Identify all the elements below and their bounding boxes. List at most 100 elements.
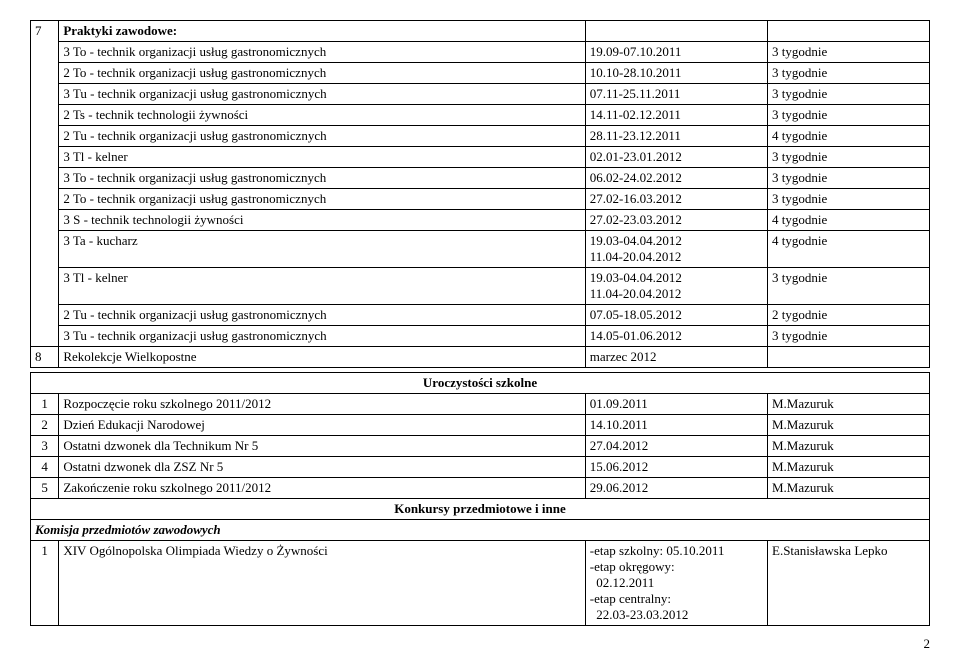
rekolekcje-row: 8Rekolekcje Wielkopostnemarzec 2012	[31, 347, 930, 368]
practice-date: 14.11-02.12.2011	[585, 105, 767, 126]
event-name: Rozpoczęcie roku szkolnego 2011/2012	[59, 394, 585, 415]
uroczystosci-row: 2Dzień Edukacji Narodowej14.10.2011M.Maz…	[31, 415, 930, 436]
rekolekcje-name: Rekolekcje Wielkopostne	[59, 347, 585, 368]
event-name: Zakończenie roku szkolnego 2011/2012	[59, 478, 585, 499]
practice-duration: 3 tygodnie	[768, 189, 930, 210]
uroczystosci-row: 3Ostatni dzwonek dla Technikum Nr 527.04…	[31, 436, 930, 457]
praktyki-row: 2 Tu - technik organizacji usług gastron…	[31, 305, 930, 326]
komisja-subheader-row: Komisja przedmiotów zawodowych	[31, 520, 930, 541]
rekolekcje-date: marzec 2012	[585, 347, 767, 368]
praktyki-row: 3 To - technik organizacji usług gastron…	[31, 168, 930, 189]
practice-name: 3 Tl - kelner	[59, 268, 585, 305]
practice-name: 3 Tu - technik organizacji usług gastron…	[59, 84, 585, 105]
event-name: Ostatni dzwonek dla ZSZ Nr 5	[59, 457, 585, 478]
row-number: 3	[31, 436, 59, 457]
row-number: 7	[31, 21, 59, 347]
practice-date: 10.10-28.10.2011	[585, 63, 767, 84]
practice-duration: 4 tygodnie	[768, 126, 930, 147]
uroczystosci-row: 5Zakończenie roku szkolnego 2011/201229.…	[31, 478, 930, 499]
page-number: 2	[30, 636, 930, 652]
praktyki-row: 3 Tu - technik organizacji usług gastron…	[31, 326, 930, 347]
practice-name: 3 Ta - kucharz	[59, 231, 585, 268]
practice-duration: 3 tygodnie	[768, 63, 930, 84]
praktyki-row: 2 To - technik organizacji usług gastron…	[31, 63, 930, 84]
event-person: M.Mazuruk	[768, 478, 930, 499]
practice-duration: 3 tygodnie	[768, 84, 930, 105]
event-person: M.Mazuruk	[768, 415, 930, 436]
event-date: 14.10.2011	[585, 415, 767, 436]
practice-date: 19.03-04.04.201211.04-20.04.2012	[585, 231, 767, 268]
practice-name: 3 To - technik organizacji usług gastron…	[59, 168, 585, 189]
event-date: 15.06.2012	[585, 457, 767, 478]
practice-date: 27.02-23.03.2012	[585, 210, 767, 231]
practice-date: 14.05-01.06.2012	[585, 326, 767, 347]
practice-date: 07.11-25.11.2011	[585, 84, 767, 105]
practice-name: 2 Tu - technik organizacji usług gastron…	[59, 126, 585, 147]
practice-name: 3 Tu - technik organizacji usług gastron…	[59, 326, 585, 347]
praktyki-row: 3 To - technik organizacji usług gastron…	[31, 42, 930, 63]
practice-name: 2 To - technik organizacji usług gastron…	[59, 189, 585, 210]
practice-duration: 4 tygodnie	[768, 210, 930, 231]
praktyki-row: 3 S - technik technologii żywności27.02-…	[31, 210, 930, 231]
event-date: 01.09.2011	[585, 394, 767, 415]
practice-name: 2 Tu - technik organizacji usług gastron…	[59, 305, 585, 326]
practice-date: 19.09-07.10.2011	[585, 42, 767, 63]
komisja-subheader: Komisja przedmiotów zawodowych	[31, 520, 930, 541]
contest-name: XIV Ogólnopolska Olimpiada Wiedzy o Żywn…	[59, 541, 585, 626]
event-name: Ostatni dzwonek dla Technikum Nr 5	[59, 436, 585, 457]
practice-duration: 2 tygodnie	[768, 305, 930, 326]
praktyki-row: 3 Tl - kelner19.03-04.04.201211.04-20.04…	[31, 268, 930, 305]
practice-name: 3 To - technik organizacji usług gastron…	[59, 42, 585, 63]
practice-date: 28.11-23.12.2011	[585, 126, 767, 147]
practice-duration: 3 tygodnie	[768, 105, 930, 126]
row-number: 1	[31, 541, 59, 626]
practice-name: 2 Ts - technik technologii żywności	[59, 105, 585, 126]
event-date: 27.04.2012	[585, 436, 767, 457]
document-table: 7Praktyki zawodowe:3 To - technik organi…	[30, 20, 930, 626]
contest-person: E.Stanisławska Lepko	[768, 541, 930, 626]
section-header-row: Konkursy przedmiotowe i inne	[31, 499, 930, 520]
practice-date: 02.01-23.01.2012	[585, 147, 767, 168]
empty-cell	[768, 347, 930, 368]
event-person: M.Mazuruk	[768, 457, 930, 478]
praktyki-row: 3 Ta - kucharz19.03-04.04.201211.04-20.0…	[31, 231, 930, 268]
practice-duration: 3 tygodnie	[768, 42, 930, 63]
empty-cell	[585, 21, 767, 42]
konkursy-header: Konkursy przedmiotowe i inne	[31, 499, 930, 520]
praktyki-row: 2 Tu - technik organizacji usług gastron…	[31, 126, 930, 147]
row-number: 8	[31, 347, 59, 368]
practice-name: 3 S - technik technologii żywności	[59, 210, 585, 231]
practice-duration: 4 tygodnie	[768, 231, 930, 268]
uroczystosci-row: 4Ostatni dzwonek dla ZSZ Nr 515.06.2012M…	[31, 457, 930, 478]
practice-date: 19.03-04.04.201211.04-20.04.2012	[585, 268, 767, 305]
practice-name: 2 To - technik organizacji usług gastron…	[59, 63, 585, 84]
practice-name: 3 Tl - kelner	[59, 147, 585, 168]
row-number: 1	[31, 394, 59, 415]
event-person: M.Mazuruk	[768, 436, 930, 457]
praktyki-row: 3 Tl - kelner02.01-23.01.20123 tygodnie	[31, 147, 930, 168]
practice-duration: 3 tygodnie	[768, 268, 930, 305]
section-title: Praktyki zawodowe:	[59, 21, 585, 42]
row-number: 5	[31, 478, 59, 499]
empty-cell	[768, 21, 930, 42]
row-number: 2	[31, 415, 59, 436]
row-number: 4	[31, 457, 59, 478]
practice-duration: 3 tygodnie	[768, 147, 930, 168]
practice-date: 07.05-18.05.2012	[585, 305, 767, 326]
practice-date: 27.02-16.03.2012	[585, 189, 767, 210]
uroczystosci-row: 1Rozpoczęcie roku szkolnego 2011/201201.…	[31, 394, 930, 415]
event-name: Dzień Edukacji Narodowej	[59, 415, 585, 436]
practice-duration: 3 tygodnie	[768, 326, 930, 347]
praktyki-row: 2 Ts - technik technologii żywności14.11…	[31, 105, 930, 126]
praktyki-header-row: 7Praktyki zawodowe:	[31, 21, 930, 42]
practice-date: 06.02-24.02.2012	[585, 168, 767, 189]
event-person: M.Mazuruk	[768, 394, 930, 415]
praktyki-row: 3 Tu - technik organizacji usług gastron…	[31, 84, 930, 105]
contest-date: -etap szkolny: 05.10.2011-etap okręgowy:…	[585, 541, 767, 626]
konkursy-row: 1XIV Ogólnopolska Olimpiada Wiedzy o Żyw…	[31, 541, 930, 626]
practice-duration: 3 tygodnie	[768, 168, 930, 189]
uroczystosci-header: Uroczystości szkolne	[31, 373, 930, 394]
event-date: 29.06.2012	[585, 478, 767, 499]
section-header-row: Uroczystości szkolne	[31, 373, 930, 394]
praktyki-row: 2 To - technik organizacji usług gastron…	[31, 189, 930, 210]
